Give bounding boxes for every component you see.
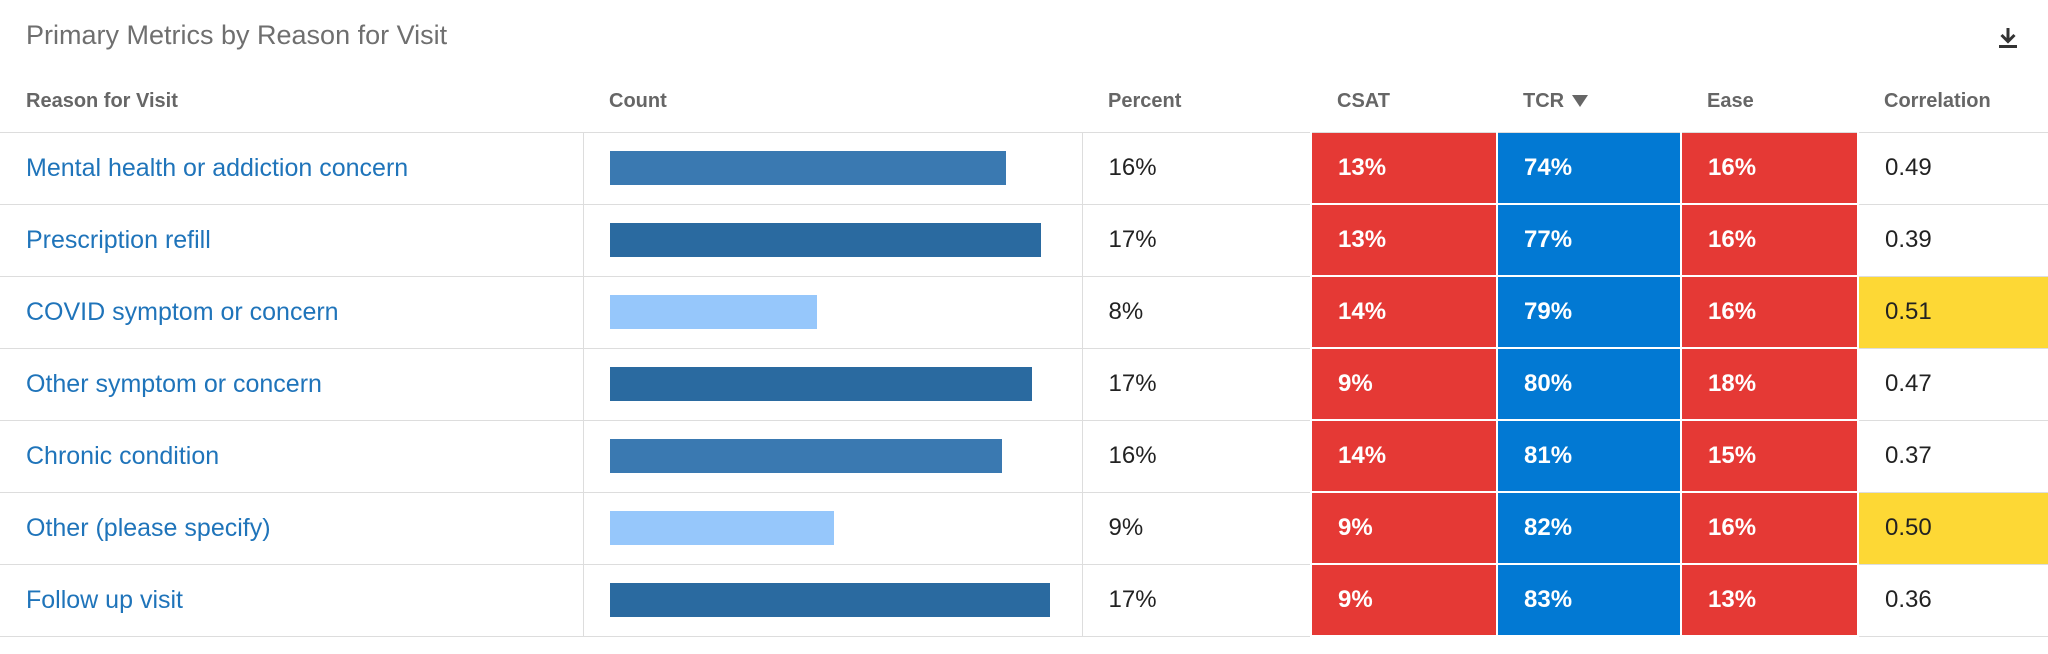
column-header-csat[interactable]: CSAT [1311, 70, 1497, 133]
cell-tcr: 74% [1496, 132, 1682, 205]
column-header-tcr[interactable]: TCR [1497, 70, 1681, 133]
cell-correlation: 0.39 [1858, 204, 2048, 277]
count-bar[interactable] [609, 223, 1041, 257]
cell-percent: 8% [1082, 276, 1311, 349]
cell-tcr: 82% [1496, 492, 1682, 565]
cell-count [583, 204, 1083, 277]
table-row: Mental health or addiction concern 16% 13%… [0, 132, 2048, 205]
count-bar[interactable] [609, 439, 1002, 473]
reason-link[interactable]: Other (please specify) [26, 513, 271, 542]
count-bar[interactable] [609, 367, 1032, 401]
column-header-tcr-label: TCR [1523, 89, 1565, 112]
table-row: Chronic condition 16% 14% 81% 15% 0.37 [0, 420, 2048, 493]
cell-csat: 9% [1310, 564, 1498, 637]
column-header-count[interactable]: Count [583, 70, 1082, 133]
cell-percent: 17% [1082, 564, 1311, 637]
cell-reason: Other symptom or concern [0, 348, 584, 421]
cell-correlation: 0.50 [1858, 492, 2048, 565]
cell-percent: 9% [1082, 492, 1311, 565]
cell-tcr: 83% [1496, 564, 1682, 637]
cell-reason: Mental health or addiction concern [0, 132, 584, 205]
cell-correlation: 0.37 [1858, 420, 2048, 493]
cell-reason: COVID symptom or concern [0, 276, 584, 349]
column-header-ease[interactable]: Ease [1681, 70, 1858, 133]
cell-count [583, 564, 1083, 637]
cell-ease: 15% [1680, 420, 1859, 493]
cell-ease: 16% [1680, 492, 1859, 565]
count-bar[interactable] [609, 151, 1006, 186]
cell-ease: 16% [1680, 276, 1859, 349]
cell-percent: 17% [1082, 348, 1311, 421]
reason-link[interactable]: Other symptom or concern [26, 369, 322, 398]
count-bar[interactable] [609, 583, 1050, 617]
cell-correlation: 0.47 [1858, 348, 2048, 421]
reason-link[interactable]: Prescription refill [26, 225, 211, 254]
reason-link[interactable]: Chronic condition [26, 441, 220, 470]
column-header-correlation[interactable]: Correlation [1858, 70, 2048, 133]
cell-percent: 16% [1082, 420, 1311, 493]
table-row: COVID symptom or concern 8% 14% 79% 16% 0.51 [0, 276, 2048, 349]
cell-tcr: 81% [1496, 420, 1682, 493]
cell-reason: Chronic condition [0, 420, 584, 493]
sort-down-icon[interactable] [1572, 95, 1589, 108]
cell-tcr: 79% [1496, 276, 1682, 349]
count-bar[interactable] [609, 511, 834, 545]
cell-percent: 17% [1082, 204, 1311, 277]
cell-reason: Follow up visit [0, 564, 584, 637]
cell-correlation: 0.51 [1858, 276, 2048, 349]
table-row: Other (please specify) 9% 9% 82% 16% 0.50 [0, 492, 2048, 565]
cell-ease: 13% [1680, 564, 1859, 637]
cell-ease: 18% [1680, 348, 1859, 421]
download-icon[interactable] [1992, 22, 2024, 54]
cell-ease: 16% [1680, 204, 1859, 277]
column-header-reason[interactable]: Reason for Visit [0, 70, 583, 133]
reason-link[interactable]: COVID symptom or concern [26, 297, 339, 326]
cell-count [583, 492, 1083, 565]
cell-csat: 14% [1310, 420, 1498, 493]
widget-title: Primary Metrics by Reason for Visit [26, 20, 448, 50]
cell-csat: 13% [1310, 132, 1498, 205]
metrics-table: Reason for Visit Count Percent CSAT TCR … [0, 70, 2048, 637]
table-row: Other symptom or concern 17% 9% 80% 18% 0.47 [0, 348, 2048, 421]
header-row: Reason for Visit Count Percent CSAT TCR … [0, 70, 2048, 133]
cell-csat: 13% [1310, 204, 1498, 277]
cell-count [583, 348, 1083, 421]
reason-link[interactable]: Mental health or addiction concern [26, 153, 409, 182]
cell-count [583, 420, 1083, 493]
cell-count [583, 132, 1083, 205]
cell-csat: 14% [1310, 276, 1498, 349]
cell-percent: 16% [1082, 132, 1311, 205]
cell-tcr: 80% [1496, 348, 1682, 421]
reason-link[interactable]: Follow up visit [26, 585, 183, 614]
cell-csat: 9% [1310, 492, 1498, 565]
cell-reason: Prescription refill [0, 204, 584, 277]
cell-count [583, 276, 1083, 349]
cell-ease: 16% [1680, 132, 1859, 205]
cell-csat: 9% [1310, 348, 1498, 421]
count-bar[interactable] [609, 295, 817, 329]
cell-correlation: 0.36 [1858, 564, 2048, 637]
table-row: Prescription refill 17% 13% 77% 16% 0.39 [0, 204, 2048, 277]
column-header-percent[interactable]: Percent [1082, 70, 1311, 133]
table-row: Follow up visit 17% 9% 83% 13% 0.36 [0, 564, 2048, 637]
cell-reason: Other (please specify) [0, 492, 584, 565]
cell-tcr: 77% [1496, 204, 1682, 277]
cell-correlation: 0.49 [1858, 132, 2048, 205]
